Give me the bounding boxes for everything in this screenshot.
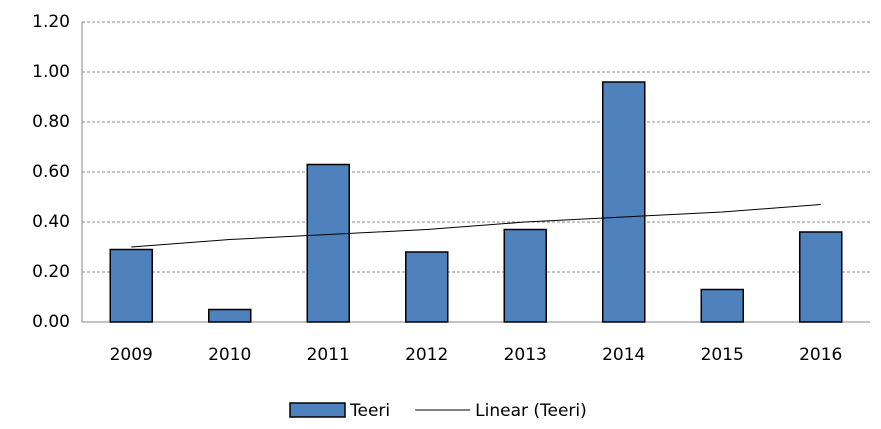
bar <box>602 81 646 323</box>
x-tick-label: 2013 <box>504 345 547 365</box>
bar <box>306 163 350 323</box>
y-tick-label: 0.60 <box>32 162 70 182</box>
y-tick-label: 0.40 <box>32 212 70 232</box>
x-tick-label: 2016 <box>799 345 842 365</box>
bar <box>405 251 449 323</box>
legend-label: Teeri <box>349 401 390 421</box>
y-tick-label: 0.80 <box>32 112 70 132</box>
bar <box>700 288 744 323</box>
y-tick-label: 1.20 <box>32 12 70 32</box>
bar <box>109 248 153 323</box>
trend-line <box>131 204 821 248</box>
x-tick-label: 2012 <box>405 345 448 365</box>
x-tick-label: 2010 <box>208 345 251 365</box>
legend-swatch <box>289 402 346 418</box>
x-tick-label: 2015 <box>701 345 744 365</box>
y-tick-label: 0.20 <box>32 262 70 282</box>
x-tick-label: 2009 <box>110 345 153 365</box>
bar <box>503 228 547 323</box>
bar <box>208 308 252 323</box>
bar <box>799 231 843 323</box>
y-tick-label: 0.00 <box>32 312 70 332</box>
x-tick-label: 2014 <box>602 345 645 365</box>
x-tick-label: 2011 <box>307 345 350 365</box>
y-tick-label: 1.00 <box>32 62 70 82</box>
legend-label: Linear (Teeri) <box>475 401 587 421</box>
